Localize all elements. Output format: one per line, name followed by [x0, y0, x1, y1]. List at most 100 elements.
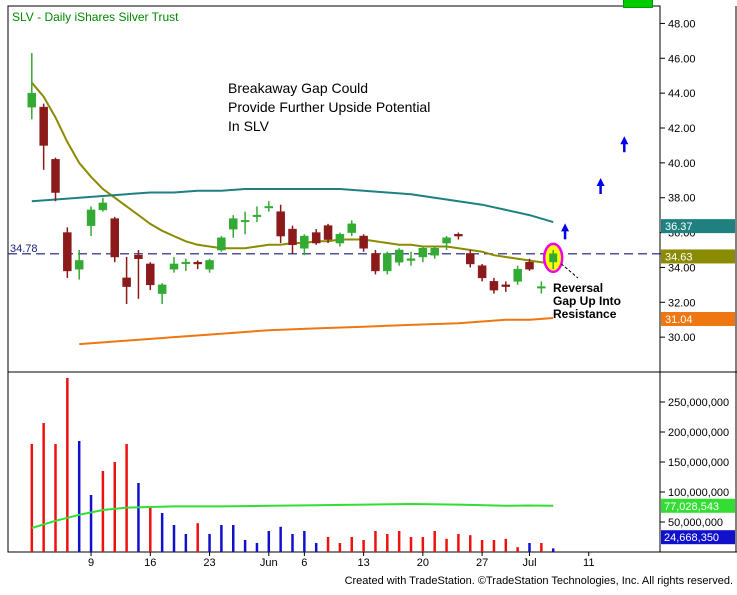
x-tick-label: 11	[583, 557, 594, 569]
footer-credit: Created with TradeStation. ©TradeStation…	[344, 575, 733, 587]
reference-line-label: 34.78	[10, 243, 38, 255]
candle	[466, 250, 475, 268]
candle	[394, 248, 404, 266]
candle	[418, 246, 428, 263]
candle-body	[466, 253, 475, 265]
headline-line-1: Breakaway Gap Could	[228, 80, 368, 96]
candle-body	[63, 232, 72, 272]
candle	[513, 265, 522, 285]
candle	[51, 157, 60, 202]
candle-body	[501, 284, 511, 287]
callout-line-1: Reversal	[553, 281, 603, 295]
candle	[335, 232, 345, 247]
volume-tick-label: 250,000,000	[668, 397, 729, 409]
x-tick-label: 9	[88, 557, 94, 569]
up-arrow-icon	[561, 223, 570, 240]
price-tick-label: 38.00	[668, 193, 696, 205]
candle-body	[359, 235, 368, 249]
candle-body	[86, 209, 96, 226]
candle-body	[489, 281, 499, 291]
footer: Created with TradeStation. ©TradeStation…	[0, 573, 737, 590]
candle-body	[335, 234, 345, 244]
candle	[525, 258, 534, 271]
candle	[193, 260, 202, 270]
candle-body	[134, 254, 143, 259]
candle	[264, 201, 274, 212]
candle-body	[383, 253, 392, 272]
candle	[501, 281, 511, 292]
price-tick-label: 32.00	[668, 297, 696, 309]
price-value-box	[661, 249, 735, 264]
price-value-box	[661, 219, 735, 234]
candle	[39, 103, 48, 170]
moving-average-2	[31, 188, 554, 224]
volume-average-line	[31, 502, 554, 529]
price-value-text: 34.63	[665, 251, 693, 263]
candle-body	[252, 214, 262, 217]
volume-value-text: 24,668,350	[664, 532, 719, 544]
volume-value-label: 24,668,350	[661, 530, 735, 545]
volume-value-text: 77,028,543	[664, 501, 719, 513]
candle	[98, 197, 108, 212]
headline-line-2: Provide Further Upside Potential	[228, 99, 430, 115]
candle-body	[454, 234, 463, 237]
candle-body	[39, 106, 48, 146]
price-value-label: 36.37	[661, 219, 735, 234]
candle	[74, 250, 84, 280]
candle-body	[264, 206, 274, 209]
candle	[347, 220, 356, 237]
candle	[288, 225, 297, 254]
candle-body	[300, 235, 309, 249]
candle-body	[347, 223, 356, 233]
candle	[181, 258, 191, 271]
candle-body	[157, 284, 167, 294]
price-value-label: 31.04	[661, 312, 735, 327]
candle-body	[51, 159, 60, 193]
up-arrow-icon	[620, 136, 629, 153]
candle	[300, 234, 309, 256]
candle-body	[418, 248, 428, 258]
volume-tick-label: 150,000,000	[668, 457, 729, 469]
window-tab[interactable]	[623, 0, 653, 8]
x-tick-label: 6	[301, 557, 307, 569]
candle-body	[74, 260, 84, 270]
candle-body	[311, 232, 321, 244]
x-tick-label: 23	[203, 557, 215, 569]
headline-line-3: In SLV	[228, 118, 270, 134]
candle	[430, 246, 439, 259]
price-tick-label: 40.00	[668, 158, 696, 170]
candle	[311, 229, 321, 245]
candle	[86, 206, 96, 237]
candle	[217, 236, 226, 252]
x-tick-label: 20	[417, 557, 429, 569]
candle-body	[110, 218, 119, 258]
candle	[359, 234, 368, 252]
candle-body	[442, 237, 451, 244]
price-tick-label: 42.00	[668, 123, 696, 135]
candle	[110, 216, 119, 263]
price-tick-label: 30.00	[668, 332, 696, 344]
arrow-head	[596, 178, 605, 187]
candle	[205, 258, 214, 273]
candle	[442, 236, 451, 250]
candle	[371, 250, 380, 275]
x-tick-label: 13	[357, 557, 369, 569]
arrow-head	[620, 136, 629, 145]
price-tick-label: 46.00	[668, 53, 696, 65]
candle	[323, 223, 333, 244]
candle-body	[371, 253, 380, 272]
callout-line-2: Gap Up Into	[553, 294, 621, 308]
candle-body	[549, 253, 558, 263]
candle	[122, 256, 131, 305]
candle	[157, 283, 167, 305]
price-tick-label: 34.00	[668, 262, 696, 274]
callout-annotation: Reversal Gap Up Into Resistance	[553, 281, 621, 321]
candle	[537, 281, 546, 294]
candle-body	[477, 265, 487, 279]
volume-tick-label: 200,000,000	[668, 427, 729, 439]
arrow-head	[561, 223, 570, 232]
price-tick-label: 44.00	[668, 88, 696, 100]
callout-leader	[560, 263, 579, 279]
candle-body	[240, 220, 250, 223]
